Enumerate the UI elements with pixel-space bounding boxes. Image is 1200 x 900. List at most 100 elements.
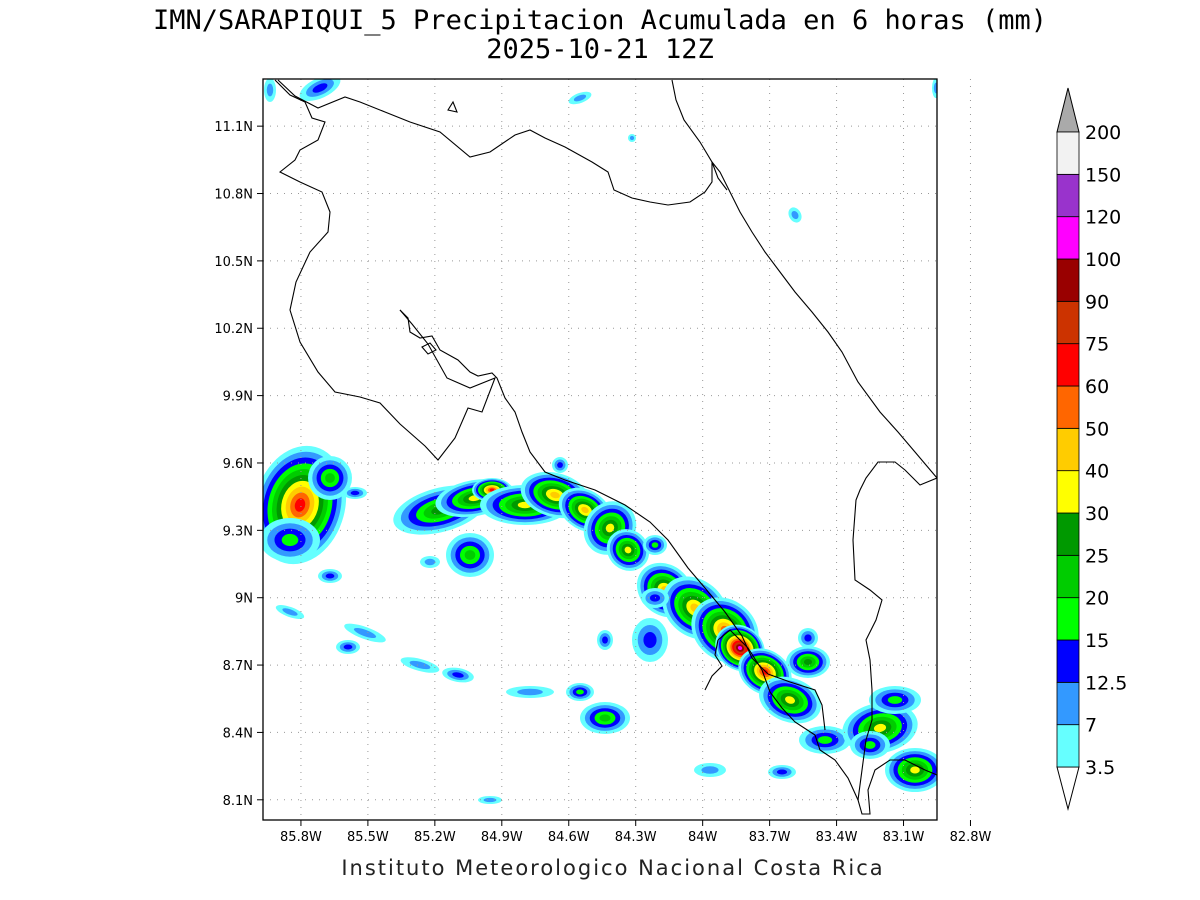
rain-cell bbox=[606, 529, 650, 571]
colorbar-swatch bbox=[1056, 512, 1080, 556]
rain-cell bbox=[580, 702, 630, 734]
lat-tick-label: 10.8N bbox=[214, 188, 253, 203]
golfo-dulce bbox=[704, 639, 723, 691]
rain-cell bbox=[932, 79, 937, 98]
colorbar-label: 150 bbox=[1085, 164, 1121, 186]
caribbean-coastline bbox=[671, 79, 937, 479]
colorbar-label: 90 bbox=[1085, 291, 1109, 313]
colorbar-label: 60 bbox=[1085, 376, 1109, 398]
lat-tick-label: 8.4N bbox=[223, 726, 253, 741]
colorbar-label: 20 bbox=[1085, 588, 1109, 610]
colorbar-swatch bbox=[1056, 681, 1080, 726]
panama-border bbox=[852, 461, 937, 801]
rain-cell bbox=[632, 618, 668, 662]
island bbox=[421, 342, 437, 355]
rain-cell bbox=[299, 79, 341, 101]
rain-cell bbox=[885, 748, 937, 792]
rain-cell bbox=[336, 640, 360, 654]
rain-cell bbox=[694, 763, 726, 777]
rain-cell bbox=[344, 623, 386, 643]
rain-cell bbox=[552, 457, 568, 473]
rain-cell bbox=[842, 702, 918, 754]
colorbar-swatch bbox=[1056, 385, 1080, 429]
rain-cell bbox=[506, 686, 554, 698]
map-gridlines bbox=[263, 79, 971, 820]
colorbar-swatch bbox=[1056, 427, 1080, 472]
colorbar-label: 25 bbox=[1085, 545, 1109, 567]
rain-cell bbox=[264, 79, 276, 102]
colorbar-label: 200 bbox=[1085, 122, 1121, 144]
rain-cell bbox=[788, 207, 802, 223]
lat-tick-label: 9.9N bbox=[223, 390, 253, 405]
map-datetime: 2025-10-21 12Z bbox=[486, 34, 714, 65]
colorbar-label: 12.5 bbox=[1085, 672, 1127, 694]
colorbar-swatch bbox=[1056, 173, 1080, 218]
rain-cell bbox=[597, 630, 613, 650]
pacific-coastline bbox=[274, 79, 496, 461]
precip-colorbar: 3.5 7 12.5 15 20 25 30 40 50 60 75 90 100 120 150 200 bbox=[1056, 87, 1127, 811]
colorbar-label: 100 bbox=[1085, 249, 1121, 271]
colorbar-label: 7 bbox=[1085, 715, 1097, 737]
colorbar-swatch bbox=[1056, 300, 1080, 345]
lon-tick-label: 84.6W bbox=[548, 830, 590, 845]
rain-cell bbox=[759, 676, 821, 724]
lat-tick-label: 8.1N bbox=[223, 794, 253, 809]
coastline-borders bbox=[274, 79, 937, 815]
rain-cell bbox=[786, 646, 830, 678]
colorbar-label: 40 bbox=[1085, 461, 1109, 483]
footer-credit: Instituto Meteorologico Nacional Costa R… bbox=[341, 856, 885, 880]
colorbar-swatch bbox=[1056, 131, 1080, 175]
island-north bbox=[447, 100, 458, 113]
colorbar-label: 3.5 bbox=[1085, 757, 1115, 779]
lat-tick-label: 9.3N bbox=[223, 524, 253, 539]
map-background bbox=[263, 79, 937, 820]
rain-cell bbox=[442, 667, 474, 683]
colorbar-label: 120 bbox=[1085, 207, 1121, 229]
lon-tick-label: 84.9W bbox=[481, 830, 523, 845]
colorbar-max-arrow bbox=[1056, 87, 1080, 133]
map-frame bbox=[262, 78, 938, 821]
colorbar-swatch bbox=[1056, 724, 1080, 768]
lon-tick-label: 85.5W bbox=[347, 830, 389, 845]
lon-tick-label: 84W bbox=[688, 830, 718, 845]
lat-tick-label: 9N bbox=[235, 592, 253, 607]
lat-tick-label: 10.5N bbox=[214, 255, 253, 270]
lon-tick-label: 82.8W bbox=[950, 830, 992, 845]
map-title: IMN/SARAPIQUI_5 Precipitacion Acumulada … bbox=[152, 5, 1048, 36]
rain-cell bbox=[568, 91, 592, 105]
lon-tick-label: 84.3W bbox=[615, 830, 657, 845]
colorbar-swatch bbox=[1056, 258, 1080, 302]
rain-cell bbox=[478, 796, 502, 804]
lon-tick-label: 85.8W bbox=[280, 830, 322, 845]
lon-tick-label: 83.1W bbox=[883, 830, 925, 845]
lat-tick-label: 8.7N bbox=[223, 659, 253, 674]
rain-cell bbox=[566, 683, 594, 701]
colorbar-swatch bbox=[1056, 639, 1080, 683]
rain-cell bbox=[308, 456, 352, 500]
colorbar-swatch bbox=[1056, 343, 1080, 387]
latitude-axis: 11.1N 10.8N 10.5N 10.2N 9.9N 9.6N 9.3N 9N 8.7N 8.… bbox=[214, 120, 263, 809]
colorbar-swatch bbox=[1056, 216, 1080, 260]
lat-tick-label: 11.1N bbox=[214, 120, 253, 135]
colorbar-label: 75 bbox=[1085, 334, 1109, 356]
longitude-axis: 85.8W 85.5W 85.2W 84.9W 84.6W 84.3W 84W 83.7W 83… bbox=[280, 820, 992, 845]
rain-cell bbox=[343, 487, 367, 499]
osa-peninsula bbox=[717, 629, 937, 815]
colorbar-min-arrow bbox=[1056, 766, 1080, 811]
colorbar-label: 30 bbox=[1085, 503, 1109, 525]
rain-cell bbox=[263, 518, 320, 562]
rain-cell bbox=[738, 648, 792, 696]
colorbar-swatch bbox=[1056, 597, 1080, 641]
colorbar-swatch bbox=[1056, 554, 1080, 599]
rain-cell bbox=[850, 731, 890, 759]
lon-tick-label: 83.7W bbox=[749, 830, 791, 845]
rain-cell bbox=[628, 134, 636, 142]
rain-cell bbox=[643, 535, 667, 555]
rain-cell bbox=[275, 605, 305, 619]
lat-tick-label: 10.2N bbox=[214, 322, 253, 337]
rain-cell bbox=[318, 569, 342, 583]
rain-cell bbox=[400, 657, 440, 673]
gulf-nicoya-inner bbox=[399, 309, 826, 731]
lon-tick-label: 85.2W bbox=[414, 830, 456, 845]
rain-cell bbox=[798, 628, 818, 648]
